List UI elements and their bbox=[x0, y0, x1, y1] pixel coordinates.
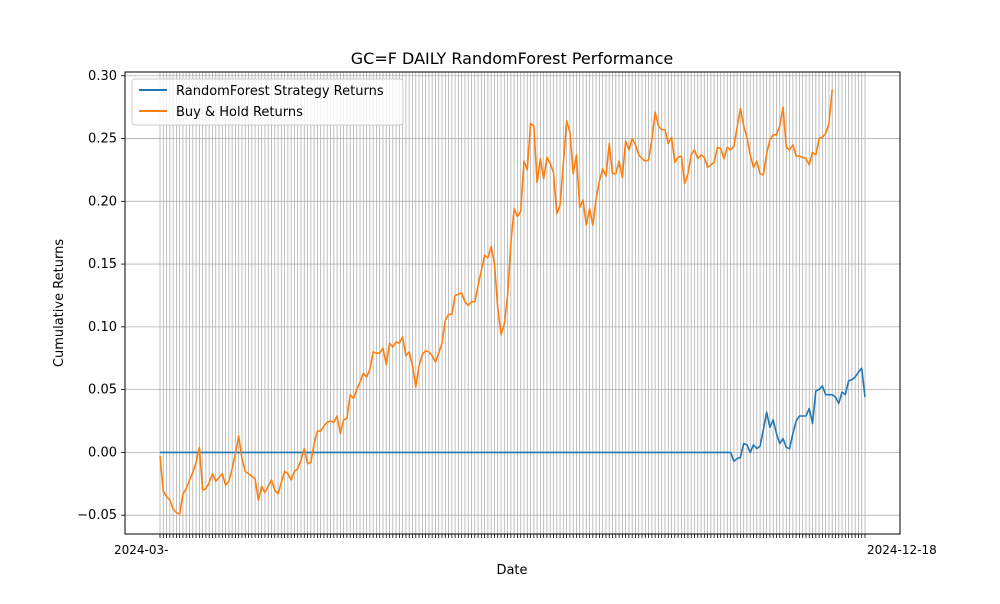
series-layer bbox=[159, 89, 866, 515]
y-tick-label: 0.10 bbox=[88, 320, 117, 335]
y-tick-label: 0.05 bbox=[88, 383, 117, 398]
series-line-strategy bbox=[160, 367, 866, 462]
x-axis: 2024-03- 2024-12-18 bbox=[114, 534, 937, 557]
y-axis: −0.05 0.00 0.05 0.10 0.15 0.20 0.25 0.30 bbox=[77, 69, 125, 523]
x-grid bbox=[159, 72, 866, 534]
x-tick-label-start: 2024-03- bbox=[114, 543, 168, 557]
y-tick-label: 0.20 bbox=[88, 194, 117, 209]
y-tick-label: −0.05 bbox=[77, 508, 117, 523]
legend-box bbox=[131, 78, 404, 126]
legend-label-strategy: RandomForest Strategy Returns bbox=[176, 84, 384, 99]
chart-title: GC=F DAILY RandomForest Performance bbox=[351, 49, 673, 68]
series-line-buyhold bbox=[159, 89, 834, 515]
y-tick-label: 0.25 bbox=[88, 132, 117, 147]
x-tick-label-end: 2024-12-18 bbox=[867, 543, 937, 557]
y-tick-label: 0.15 bbox=[88, 257, 117, 272]
plot-frame bbox=[124, 71, 901, 535]
y-tick-label: 0.00 bbox=[88, 445, 117, 460]
legend-label-buyhold: Buy & Hold Returns bbox=[176, 105, 303, 120]
legend: RandomForest Strategy Returns Buy & Hold… bbox=[131, 78, 404, 126]
x-axis-label: Date bbox=[496, 563, 527, 578]
y-axis-label: Cumulative Returns bbox=[52, 239, 67, 367]
y-tick-label: 0.30 bbox=[88, 69, 117, 84]
